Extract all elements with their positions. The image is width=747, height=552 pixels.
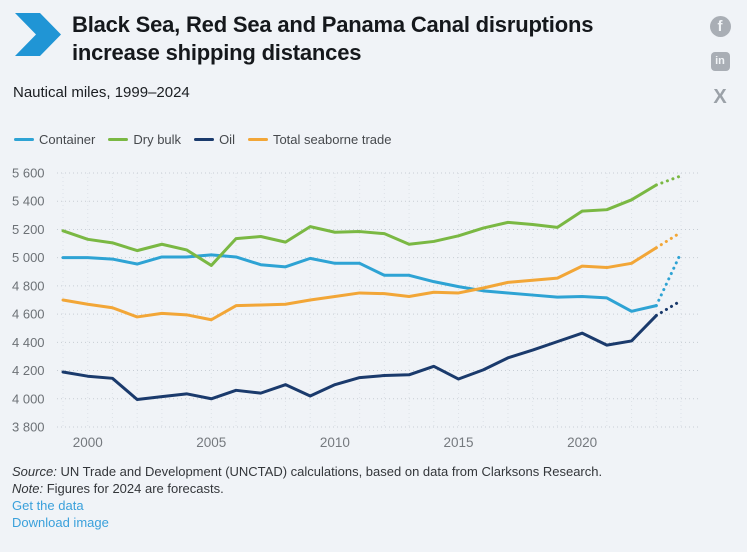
y-axis-tick-label: 3 800 [12, 420, 45, 435]
social-share-bar: f in X [708, 16, 732, 108]
x-axis-tick-label: 2000 [73, 435, 103, 450]
source-text: Source: UN Trade and Development (UNCTAD… [12, 463, 602, 480]
legend-swatch-oil [194, 138, 215, 141]
chart-subtitle: Nautical miles, 1999–2024 [13, 84, 190, 101]
line-chart: 3 800 4 000 4 200 4 400 4 600 4 800 5 000 5 200… [0, 158, 747, 454]
note-label: Note: [12, 481, 44, 496]
legend-item-container[interactable]: Container [14, 132, 95, 147]
x-axis-tick-label: 2020 [567, 435, 597, 450]
source-label: Source: [12, 464, 57, 479]
y-axis-tick-label: 4 400 [12, 335, 45, 350]
linkedin-icon[interactable]: in [710, 52, 730, 71]
x-axis-tick-label: 2010 [320, 435, 350, 450]
legend-swatch-total-seaborne-trade [247, 138, 268, 141]
x-axis-tick-label: 2015 [443, 435, 473, 450]
y-axis-tick-label: 4 200 [12, 363, 45, 378]
x-icon[interactable]: X [713, 86, 727, 108]
title-line-1: Black Sea, Red Sea and Panama Canal disr… [72, 12, 594, 37]
arrow-chevron-shape [15, 13, 61, 56]
get-the-data-link[interactable]: Get the data [12, 498, 84, 513]
legend-item-oil[interactable]: Oil [194, 132, 235, 147]
unctad-arrow-logo [15, 13, 61, 56]
source-body: UN Trade and Development (UNCTAD) calcul… [60, 464, 603, 479]
note-body: Figures for 2024 are forecasts. [46, 481, 224, 496]
y-axis-tick-label: 5 000 [12, 250, 45, 265]
series-forecast-dry-bulk [654, 174, 683, 187]
y-axis-tick-label: 5 400 [12, 194, 45, 209]
legend-label-dry-bulk: Dry bulk [133, 132, 182, 147]
legend-label-total-seaborne-trade: Total seaborne trade [272, 132, 392, 147]
legend-label-oil: Oil [219, 132, 235, 147]
arrow-chevron-icon [15, 13, 61, 56]
legend-item-total-seaborne-trade[interactable]: Total seaborne trade [247, 132, 392, 147]
legend-item-dry-bulk[interactable]: Dry bulk [108, 132, 181, 147]
x-axis-tick-label: 2005 [196, 435, 226, 450]
series-line-total-seaborne-trade [61, 246, 658, 322]
series-line-container [61, 253, 658, 313]
y-axis-tick-label: 5 600 [12, 166, 45, 181]
page-title: Black Sea, Red Sea and Panama Canal disr… [72, 11, 652, 67]
legend-label-container: Container [39, 132, 96, 147]
chart-footer: Source: UN Trade and Development (UNCTAD… [12, 463, 602, 531]
series-forecast-oil [654, 299, 683, 318]
series-line-oil [61, 314, 658, 401]
y-axis-tick-label: 4 800 [12, 278, 45, 293]
y-axis-tick-label: 5 200 [12, 222, 45, 237]
series-line-dry-bulk [61, 183, 658, 267]
line-chart-svg: 3 800 4 000 4 200 4 400 4 600 4 800 5 000 5 200… [12, 166, 700, 450]
series-forecast-container [654, 251, 683, 308]
note-text: Note: Figures for 2024 are forecasts. [12, 480, 602, 497]
legend-swatch-dry-bulk [108, 138, 129, 141]
download-image-link[interactable]: Download image [12, 515, 109, 530]
y-axis-tick-label: 4 600 [12, 307, 45, 322]
chart-legend: Container Dry bulk Oil Total seaborne trade [14, 132, 391, 147]
facebook-icon[interactable]: f [709, 16, 731, 37]
y-axis-tick-label: 4 000 [12, 391, 45, 406]
series-forecast-total-seaborne-trade [654, 230, 683, 250]
title-line-2: increase shipping distances [72, 40, 362, 65]
legend-swatch-container [14, 138, 34, 141]
